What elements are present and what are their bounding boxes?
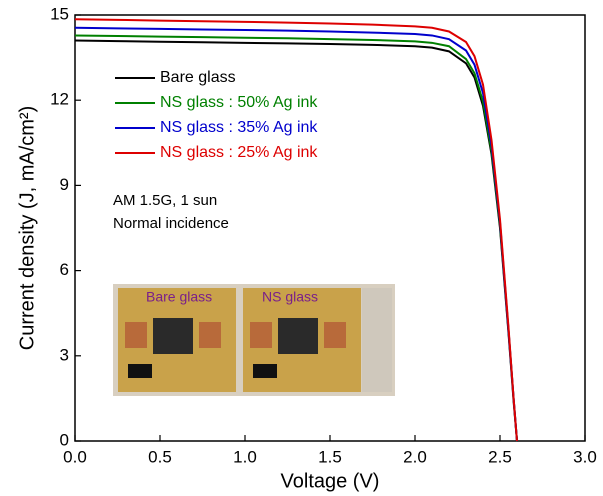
x-tick-label: 3.0 [573,447,597,466]
x-tick-label: 2.0 [403,447,427,466]
x-tick-label: 0.5 [148,447,172,466]
y-tick-label: 6 [60,260,69,279]
chart: Voltage (V) Current density (J, mA/cm²) … [0,0,603,496]
legend-label: NS glass : 50% Ag ink [160,94,318,111]
x-tick-label: 1.5 [318,447,342,466]
annotation: AM 1.5G, 1 sun [113,192,217,209]
y-tick-label: 12 [50,90,69,109]
annotation: Normal incidence [113,215,229,232]
legend-label: NS glass : 35% Ag ink [160,119,318,136]
page: {"chart_data": {"type": "line", "xlabel"… [0,0,603,496]
y-tick-label: 3 [60,345,69,364]
y-tick-label: 15 [50,4,69,23]
y-axis-label: Current density (J, mA/cm²) [16,106,38,350]
x-tick-label: 2.5 [488,447,512,466]
legend-label: NS glass : 25% Ag ink [160,144,318,161]
legend-label: Bare glass [160,69,236,86]
y-tick-label: 9 [60,175,69,194]
inset-label: NS glass [262,289,318,305]
x-tick-label: 1.0 [233,447,257,466]
x-axis-label: Voltage (V) [281,470,380,492]
inset-label: Bare glass [146,289,212,305]
y-tick-label: 0 [60,430,69,449]
x-tick-label: 0.0 [63,447,87,466]
